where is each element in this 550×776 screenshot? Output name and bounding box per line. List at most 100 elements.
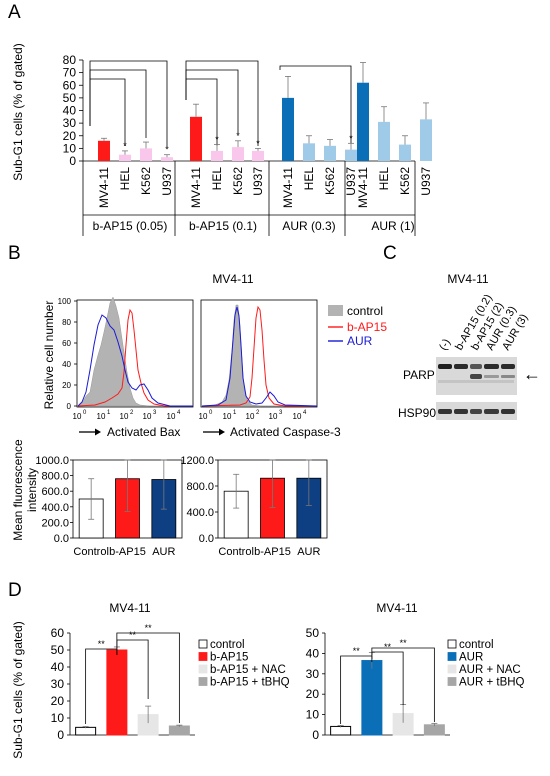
y-tick-label: 0 bbox=[67, 402, 72, 411]
panel-label-a: A bbox=[8, 2, 21, 23]
legend-swatch bbox=[447, 639, 457, 649]
panel-d-right-chart: 0 10 20 30 40 50 ** ** ** bbox=[306, 626, 450, 742]
y-tick-label: 0.0 bbox=[54, 533, 69, 545]
bar bbox=[378, 121, 390, 161]
y-tick-label: 0.0 bbox=[199, 533, 214, 545]
bar bbox=[106, 649, 128, 736]
y-tick-label: 40 bbox=[306, 646, 320, 660]
legend-aur: AUR bbox=[347, 334, 373, 348]
cleaved-parp-arrow-icon: ← bbox=[523, 364, 541, 384]
bar bbox=[151, 479, 177, 539]
lane-label: AUR (3) bbox=[500, 312, 530, 352]
histogram-bax bbox=[76, 296, 194, 408]
lane-label: (-) bbox=[437, 337, 453, 353]
panel-a-x-labels: MV4-11 HEL K562 U937 MV4-11 HEL K562 U937 MV4-11… bbox=[97, 167, 433, 208]
legend-swatch bbox=[198, 639, 208, 649]
significance-mark: ** bbox=[384, 642, 392, 652]
y-tick-label: 0 bbox=[312, 728, 319, 742]
bap15-histogram bbox=[77, 308, 193, 407]
group-label: b-AP15 (0.05) bbox=[93, 219, 168, 233]
control-histogram bbox=[201, 304, 317, 407]
bar bbox=[75, 726, 97, 736]
x-tick-label: HEL bbox=[302, 167, 316, 191]
lane-label: b-AP15 (2) bbox=[469, 300, 506, 352]
chart-frame bbox=[72, 459, 183, 539]
panel-label-d: D bbox=[8, 580, 22, 601]
panel-c-title: MV4-11 bbox=[447, 272, 488, 286]
legend-label: AUR + tBHQ bbox=[459, 677, 525, 689]
y-tick-label: 50 bbox=[63, 91, 77, 105]
y-tick-label: 50 bbox=[306, 626, 320, 640]
y-tick-label: 20 bbox=[63, 129, 77, 143]
x-tick-label: 10 bbox=[167, 412, 176, 421]
x-tick-label: K562 bbox=[398, 167, 412, 195]
hsp90-blot bbox=[436, 402, 517, 420]
y-tick-label: 60 bbox=[51, 626, 65, 640]
comparison-bracket bbox=[116, 632, 180, 723]
bar bbox=[282, 97, 294, 161]
y-tick-label: 20 bbox=[51, 694, 65, 708]
y-tick-label: 10 bbox=[306, 708, 320, 722]
panel-a-chart: Sub-G1 cells (% of gated) 01020304050607… bbox=[11, 43, 433, 236]
x-tick-exponent: 0 bbox=[209, 410, 213, 416]
bar bbox=[361, 660, 383, 736]
y-tick-label: 800.0 bbox=[41, 471, 69, 483]
y-tick-label: 0 bbox=[69, 154, 76, 168]
panel-d-right-title: MV4-11 bbox=[376, 601, 417, 615]
panel-label-c: C bbox=[383, 243, 397, 264]
x-tick-exponent: 3 bbox=[153, 410, 157, 416]
comparison-bracket bbox=[89, 69, 147, 138]
x-tick-exponent: 4 bbox=[177, 410, 181, 416]
y-tick-label: 70 bbox=[63, 66, 77, 80]
x-tick-label: Control bbox=[218, 546, 253, 558]
y-tick-label: 30 bbox=[306, 667, 320, 681]
bar bbox=[137, 714, 159, 736]
x-tick-exponent: 1 bbox=[107, 410, 111, 416]
y-tick-label: 40 bbox=[63, 104, 77, 118]
aur-histogram bbox=[77, 314, 193, 407]
comparison-bracket bbox=[116, 639, 149, 699]
group-label: AUR (0.3) bbox=[282, 219, 335, 233]
y-tick-label: 60 bbox=[63, 78, 77, 92]
x-tick-label: 10 bbox=[293, 412, 302, 421]
panel-label-b: B bbox=[8, 243, 21, 264]
y-tick-label: 10 bbox=[51, 711, 65, 725]
bar bbox=[324, 145, 336, 161]
x-tick-label: U937 bbox=[419, 167, 433, 196]
bar bbox=[296, 477, 322, 539]
parp-blot bbox=[436, 357, 517, 395]
y-tick-label: 20 bbox=[306, 687, 320, 701]
bar bbox=[330, 725, 352, 736]
mfi-chart-caspase3: 0.0 400.0 800.0 1200.0 Control b-AP15 AUR bbox=[180, 455, 328, 558]
bar bbox=[423, 724, 445, 736]
bar bbox=[420, 119, 432, 161]
significance-mark: ** bbox=[129, 630, 137, 640]
legend-label: control bbox=[459, 639, 494, 651]
x-tick-label: HEL bbox=[118, 167, 132, 191]
group-label: b-AP15 (0.1) bbox=[189, 219, 257, 233]
lane-label: b-AP15 (0.2) bbox=[453, 292, 495, 352]
x-tick-label: 10 bbox=[143, 412, 152, 421]
legend-label: AUR bbox=[459, 652, 483, 664]
x-tick-label: U937 bbox=[344, 167, 358, 196]
comparison-bracket bbox=[89, 78, 126, 146]
y-tick-label: 60 bbox=[62, 339, 71, 348]
bar bbox=[399, 144, 411, 161]
legend-swatch bbox=[447, 664, 457, 674]
xlabel-bax: Activated Bax bbox=[107, 425, 180, 439]
bar bbox=[140, 148, 152, 161]
panel-d-left-chart: 0 10 20 30 40 50 60 ** ** ** bbox=[51, 623, 195, 742]
bar bbox=[161, 157, 173, 161]
bar bbox=[115, 478, 140, 539]
x-tick-label: K562 bbox=[139, 167, 153, 195]
significance-star: * bbox=[165, 145, 169, 155]
x-tick-label: HEL bbox=[377, 167, 391, 191]
x-tick-label: AUR bbox=[152, 546, 175, 558]
bar bbox=[119, 154, 131, 161]
bar bbox=[345, 149, 357, 161]
panel-b-title: MV4-11 bbox=[212, 272, 253, 286]
